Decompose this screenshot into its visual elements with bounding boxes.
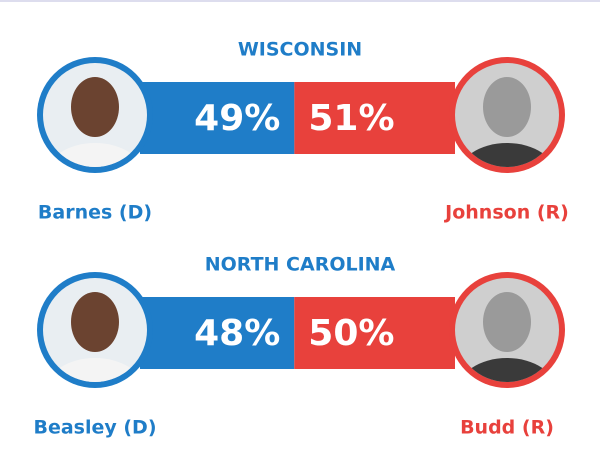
portrait — [457, 77, 557, 167]
value-label: 50% — [308, 313, 394, 354]
portrait — [45, 292, 145, 382]
portrait-shoulders — [45, 143, 145, 167]
candidate-name: Barnes (D) — [38, 202, 152, 224]
portrait-head — [71, 292, 119, 352]
portrait-shoulders — [457, 358, 557, 382]
portrait-head — [483, 292, 531, 352]
bar — [294, 82, 455, 154]
portrait-head — [483, 77, 531, 137]
chart-title: WISCONSIN — [238, 39, 362, 61]
value-label: 51% — [308, 98, 394, 139]
candidate-name: Budd (R) — [460, 417, 554, 439]
bar — [294, 297, 455, 369]
chart-title: NORTH CAROLINA — [205, 254, 396, 276]
portrait — [457, 292, 557, 382]
bar — [140, 82, 295, 154]
candidate-name: Beasley (D) — [33, 417, 156, 439]
portrait-head — [71, 77, 119, 137]
value-label: 48% — [194, 313, 280, 354]
candidate-name: Johnson (R) — [443, 202, 569, 224]
portrait-shoulders — [45, 358, 145, 382]
bar — [140, 297, 295, 369]
value-label: 49% — [194, 98, 280, 139]
portrait — [45, 77, 145, 167]
portrait-shoulders — [457, 143, 557, 167]
